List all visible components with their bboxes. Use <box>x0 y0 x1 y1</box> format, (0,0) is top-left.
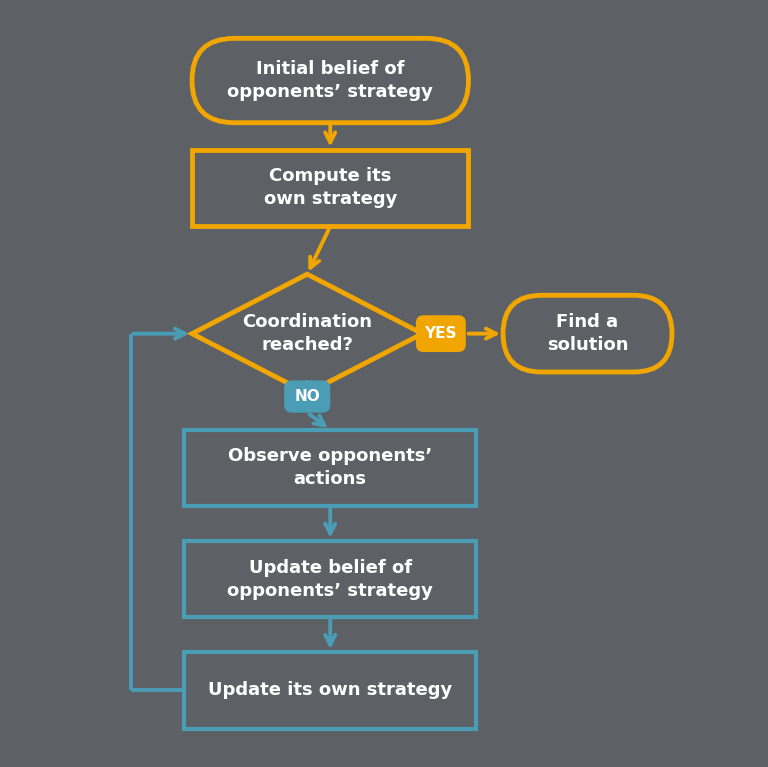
FancyBboxPatch shape <box>192 38 468 123</box>
Text: Coordination
reached?: Coordination reached? <box>242 313 372 354</box>
Text: YES: YES <box>425 326 457 341</box>
FancyBboxPatch shape <box>503 295 672 372</box>
Text: Compute its
own strategy: Compute its own strategy <box>263 167 397 209</box>
Text: Initial belief of
opponents’ strategy: Initial belief of opponents’ strategy <box>227 60 433 101</box>
Bar <box>192 150 468 226</box>
Text: Update belief of
opponents’ strategy: Update belief of opponents’ strategy <box>227 558 433 600</box>
FancyBboxPatch shape <box>415 315 465 352</box>
Bar <box>184 652 476 729</box>
Text: Find a
solution: Find a solution <box>547 313 628 354</box>
FancyBboxPatch shape <box>284 380 330 413</box>
Text: NO: NO <box>294 389 320 404</box>
Text: Update its own strategy: Update its own strategy <box>208 681 452 700</box>
Bar <box>184 430 476 506</box>
Bar <box>184 541 476 617</box>
Polygon shape <box>192 275 422 393</box>
Text: Observe opponents’
actions: Observe opponents’ actions <box>228 447 432 489</box>
